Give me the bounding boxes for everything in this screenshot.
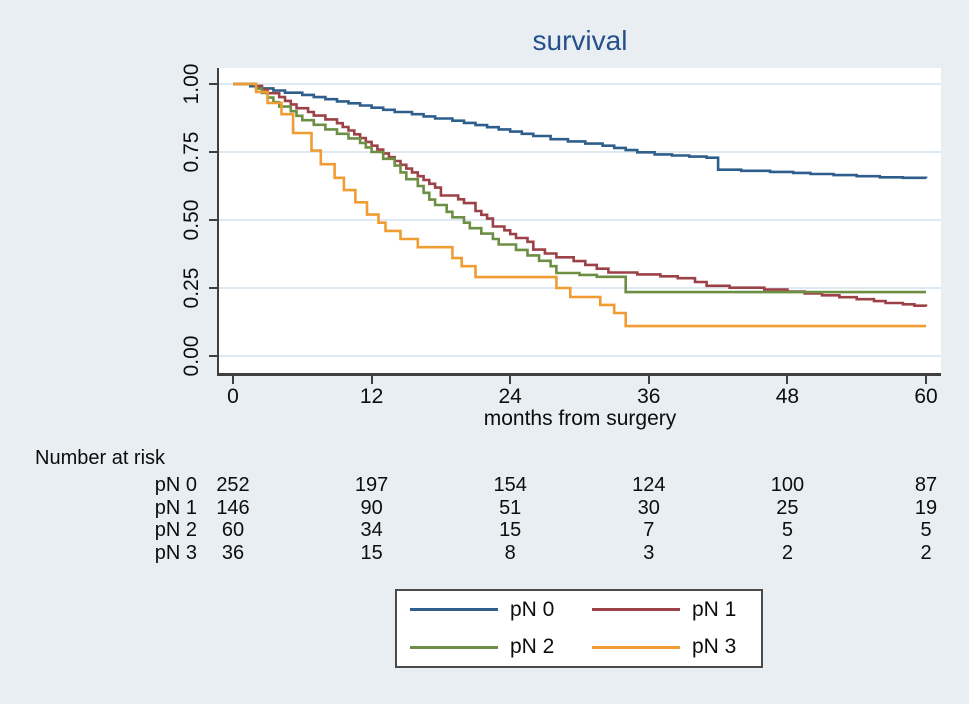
x-axis-title: months from surgery xyxy=(483,407,677,430)
survival-curve-pn-3 xyxy=(233,82,926,328)
y-axis-line xyxy=(217,68,219,376)
x-tick-label-60: 60 xyxy=(914,385,938,408)
risk-count: 7 xyxy=(643,519,655,541)
survival-curve-pn-0 xyxy=(233,82,928,180)
x-tick-mark-60 xyxy=(925,376,927,384)
risk-row-label: pN 2 xyxy=(154,519,197,541)
y-tick-label-1.00: 1.00 xyxy=(180,63,203,105)
legend-item-pn-1: pN 1 xyxy=(579,598,761,622)
x-tick-label-36: 36 xyxy=(637,385,661,408)
x-tick-mark-48 xyxy=(786,376,789,384)
y-tick-label-0.25: 0.25 xyxy=(180,267,203,309)
legend-line-icon xyxy=(592,645,680,649)
risk-row-label: pN 1 xyxy=(154,497,197,519)
risk-count: 2 xyxy=(781,542,793,564)
risk-count: 90 xyxy=(360,497,383,519)
risk-count: 30 xyxy=(637,497,660,519)
risk-count: 51 xyxy=(499,497,522,519)
risk-count: 5 xyxy=(781,519,793,541)
legend-item-pn-0: pN 0 xyxy=(397,598,579,622)
y-tick-mark-0.50 xyxy=(209,219,217,221)
legend-label: pN 3 xyxy=(692,635,737,659)
survival-curves-svg xyxy=(219,82,941,357)
y-tick-label-0.50: 0.50 xyxy=(180,199,203,241)
survival-curve-pn-2 xyxy=(233,82,926,294)
risk-count: 100 xyxy=(770,474,805,496)
risk-count: 25 xyxy=(776,497,799,519)
risk-count: 36 xyxy=(221,542,245,564)
risk-count: 3 xyxy=(643,542,655,564)
risk-count: 87 xyxy=(914,474,938,496)
risk-count: 8 xyxy=(504,542,516,564)
x-tick-label-24: 24 xyxy=(498,385,522,408)
risk-count: 15 xyxy=(360,542,383,564)
legend-line-icon xyxy=(410,645,498,649)
risk-count: 5 xyxy=(920,519,932,541)
risk-count: 146 xyxy=(216,497,250,519)
survival-curve-pn-1 xyxy=(233,82,928,307)
y-tick-mark-0.00 xyxy=(209,355,217,357)
risk-count: 2 xyxy=(920,542,932,564)
risk-count: 124 xyxy=(632,474,666,496)
y-tick-mark-1.00 xyxy=(209,83,217,85)
legend-label: pN 0 xyxy=(510,597,555,621)
risk-count: 60 xyxy=(221,519,245,541)
y-tick-label-0.00: 0.00 xyxy=(180,335,203,377)
risk-count: 252 xyxy=(216,474,250,496)
x-tick-mark-36 xyxy=(647,376,650,384)
plot-area xyxy=(219,68,941,373)
x-tick-mark-12 xyxy=(370,376,373,384)
legend: pN 0 pN 1 pN 2 pN 3 xyxy=(395,589,763,668)
y-tick-label-0.75: 0.75 xyxy=(180,131,203,173)
risk-count: 154 xyxy=(493,474,527,496)
risk-count: 34 xyxy=(360,519,383,541)
y-tick-mark-0.75 xyxy=(209,151,217,153)
legend-item-pn-2: pN 2 xyxy=(397,635,579,659)
chart-title: survival xyxy=(532,25,628,56)
x-tick-mark-0 xyxy=(232,376,234,384)
x-tick-mark-24 xyxy=(509,376,512,384)
risk-count: 19 xyxy=(914,497,938,519)
legend-line-icon xyxy=(410,608,498,612)
risk-row-label: pN 3 xyxy=(154,542,197,564)
number-at-risk-heading: Number at risk xyxy=(35,447,166,469)
risk-count: 197 xyxy=(354,474,389,496)
legend-line-icon xyxy=(592,608,680,612)
legend-label: pN 2 xyxy=(510,635,555,659)
legend-label: pN 1 xyxy=(692,597,737,621)
x-tick-label-48: 48 xyxy=(775,385,800,408)
x-tick-label-0: 0 xyxy=(227,385,239,408)
legend-item-pn-3: pN 3 xyxy=(579,635,761,659)
risk-row-label: pN 0 xyxy=(154,474,197,496)
x-tick-label-12: 12 xyxy=(359,385,384,408)
y-tick-mark-0.25 xyxy=(209,287,217,289)
x-axis-line xyxy=(217,373,941,376)
risk-count: 15 xyxy=(499,519,522,541)
